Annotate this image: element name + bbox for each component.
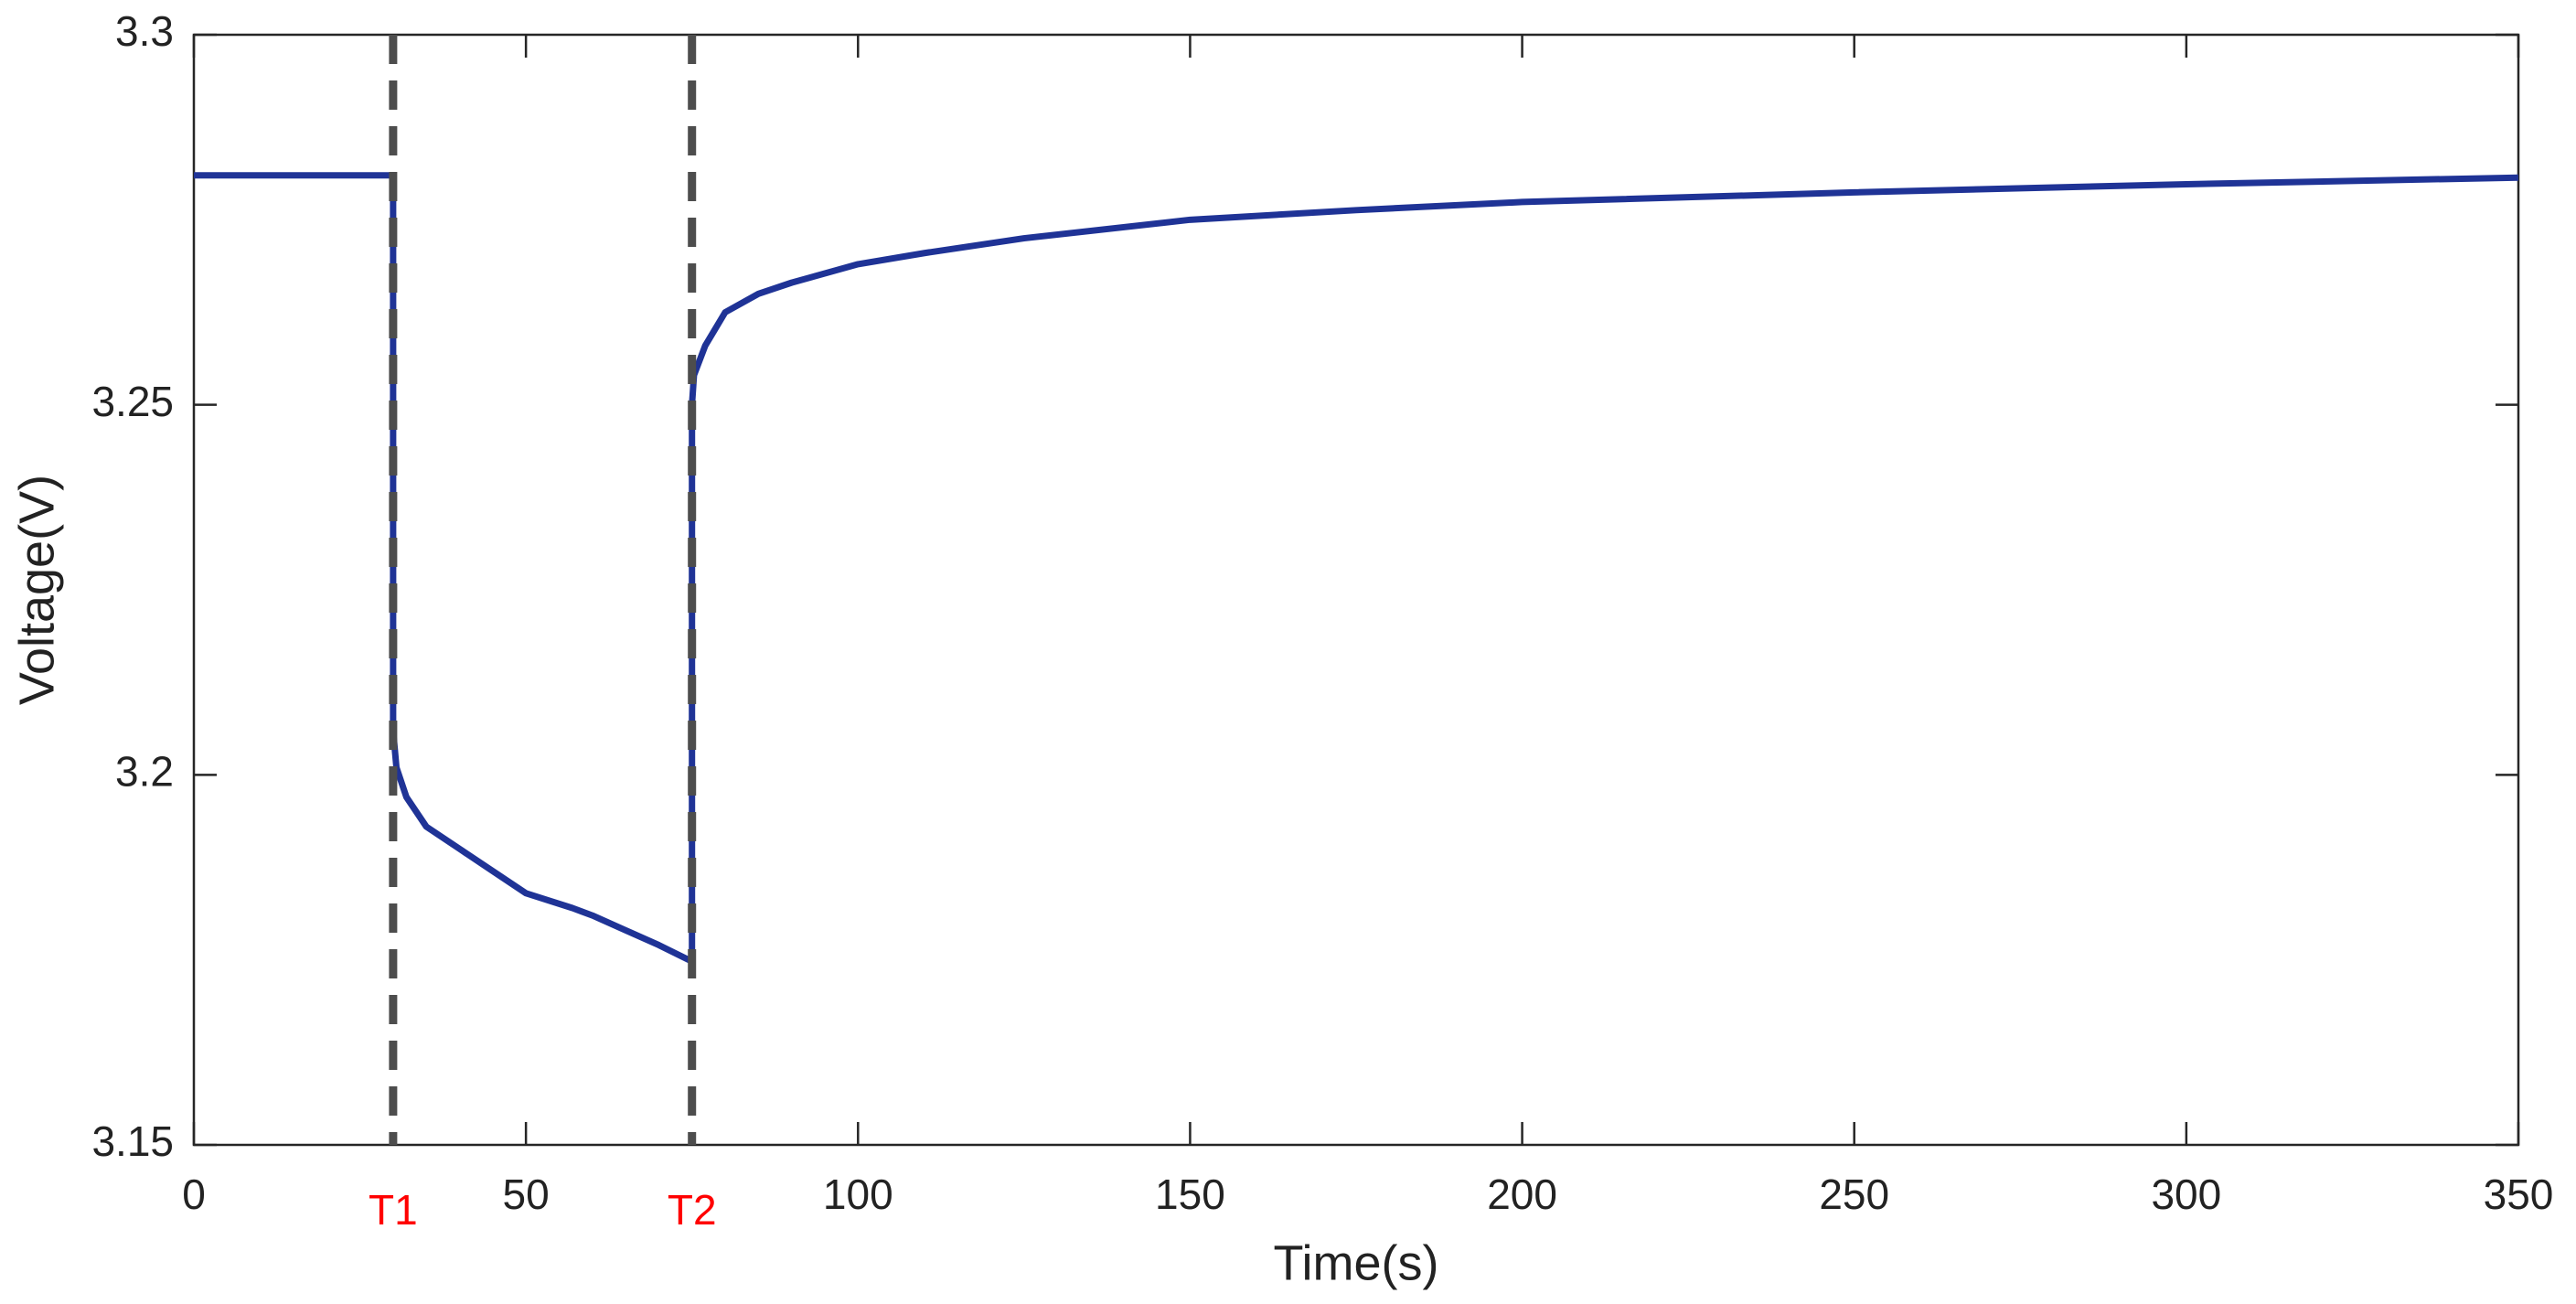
x-tick-label: 250 <box>1819 1170 1889 1218</box>
x-tick-label: 200 <box>1487 1170 1557 1218</box>
y-axis-label: Voltage(V) <box>9 475 64 705</box>
y-tick-label: 3.2 <box>115 747 174 795</box>
x-axis-label: Time(s) <box>1274 1235 1439 1290</box>
x-tick-label: 150 <box>1155 1170 1225 1218</box>
marker-label: T1 <box>369 1186 418 1234</box>
x-tick-label: 100 <box>823 1170 893 1218</box>
x-tick-label: 50 <box>503 1170 550 1218</box>
x-tick-label: 350 <box>2484 1170 2554 1218</box>
y-tick-label: 3.3 <box>115 7 174 55</box>
marker-label: T2 <box>668 1186 717 1234</box>
x-tick-label: 0 <box>182 1170 206 1218</box>
plot-area <box>192 33 2520 1147</box>
x-tick-label: 300 <box>2151 1170 2221 1218</box>
y-tick-label: 3.25 <box>91 378 174 425</box>
y-tick-label: 3.15 <box>91 1117 174 1165</box>
